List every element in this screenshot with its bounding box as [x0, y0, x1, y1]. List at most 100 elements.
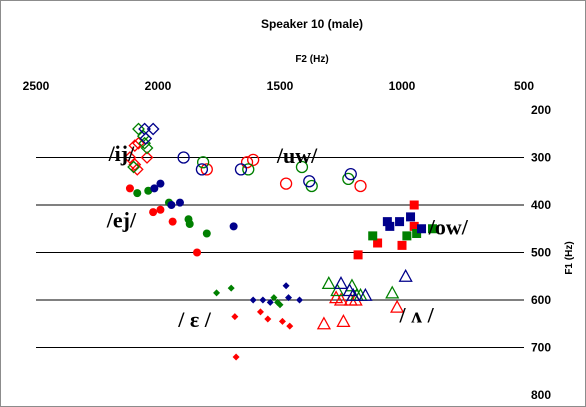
- blue-diamond-open-point: [139, 132, 153, 145]
- blue-square-filled-point: [417, 224, 427, 234]
- red-circle-filled-point: [125, 184, 134, 193]
- blue-triangle-open-point: [358, 287, 373, 301]
- red-triangle-open-point: [390, 299, 405, 313]
- x-tick-label: 1000: [389, 79, 416, 93]
- vowel-label: / ʌ /: [399, 302, 435, 327]
- blue-diamond-filled-point: [266, 298, 274, 306]
- x-axis-label: F2 (Hz): [295, 54, 328, 65]
- blue-circle-open-point: [234, 163, 248, 176]
- blue-triangle-open-point: [333, 276, 349, 290]
- green-triangle-open-point: [385, 285, 400, 299]
- blue-diamond-filled-point: [296, 296, 304, 304]
- blue-circle-open-point: [195, 163, 209, 176]
- blue-triangle-open-point: [398, 268, 413, 282]
- red-diamond-filled-point: [232, 353, 240, 361]
- y-tick-label: 800: [531, 388, 551, 402]
- x-tick-label: 2500: [23, 79, 50, 93]
- red-square-filled-point: [409, 200, 419, 210]
- blue-square-filled-point: [406, 212, 416, 222]
- blue-diamond-filled-point: [249, 296, 257, 304]
- green-diamond-filled-point: [213, 289, 221, 297]
- red-circle-filled-point: [149, 208, 158, 217]
- red-diamond-open-point: [123, 151, 137, 164]
- vowel-annotations: /ij/ /uw/ /ej/ /ow/ / ε / / ʌ /: [106, 141, 469, 332]
- gridlines: [36, 157, 524, 348]
- vowel-label: /ej/: [106, 207, 137, 232]
- blue-circle-filled-point: [150, 184, 159, 193]
- green-triangle-open-point: [321, 276, 336, 290]
- y-tick-label: 700: [531, 341, 551, 355]
- x-tick-labels: 2500 2000 1500 1000 500: [23, 79, 535, 93]
- y-tick-label: 500: [531, 246, 551, 260]
- green-diamond-filled-point: [227, 284, 235, 292]
- red-circle-open-point: [247, 153, 260, 167]
- blue-circle-open-point: [303, 175, 316, 188]
- red-diamond-open-point: [128, 158, 142, 172]
- blue-circle-filled-point: [229, 222, 238, 231]
- red-diamond-open-point: [140, 151, 154, 164]
- red-triangle-open-point: [336, 314, 351, 328]
- y-axis-label: F1 (Hz): [564, 241, 575, 274]
- red-square-filled-point: [397, 240, 407, 250]
- green-circle-filled-point: [144, 186, 153, 195]
- green-square-filled-point: [368, 231, 378, 241]
- green-square-filled-point: [412, 229, 422, 238]
- green-diamond-open-point: [140, 141, 154, 155]
- red-square-filled-point: [373, 238, 383, 248]
- green-circle-filled-point: [185, 220, 194, 228]
- x-tick-label: 500: [514, 79, 534, 93]
- green-diamond-filled-point: [270, 294, 278, 302]
- blue-diamond-filled-point: [285, 294, 293, 302]
- red-circle-open-point: [240, 156, 254, 169]
- red-circle-filled-point: [193, 248, 202, 257]
- red-diamond-filled-point: [278, 317, 286, 325]
- green-circle-filled-point: [133, 189, 142, 198]
- blue-square-filled-point: [385, 221, 395, 231]
- x-tick-label: 2000: [145, 79, 172, 93]
- red-square-filled-point: [409, 221, 419, 231]
- blue-square-filled-point: [382, 217, 392, 227]
- red-diamond-filled-point: [256, 308, 264, 316]
- red-circle-filled-point: [168, 217, 177, 226]
- y-tick-label: 300: [531, 151, 551, 165]
- blue-triangle-open-point: [346, 287, 361, 301]
- vowel-label: /ow/: [428, 214, 469, 239]
- red-square-filled-point: [353, 250, 363, 260]
- blue-circle-open-point: [344, 167, 357, 181]
- red-diamond-open-point: [128, 139, 142, 153]
- y-tick-labels: 200 300 400 500 600 700 800: [531, 103, 551, 402]
- green-square-filled-point: [428, 224, 437, 234]
- red-triangle-open-point: [316, 316, 332, 330]
- red-diamond-filled-point: [286, 322, 294, 330]
- red-circle-open-point: [200, 163, 213, 176]
- blue-circle-filled-point: [175, 198, 184, 207]
- y-tick-label: 600: [531, 293, 551, 307]
- chart-title: Speaker 10 (male): [261, 17, 363, 31]
- green-diamond-open-point: [127, 160, 141, 174]
- red-circle-open-point: [279, 177, 293, 190]
- blue-circle-filled-point: [167, 201, 176, 209]
- green-circle-open-point: [242, 163, 255, 176]
- red-diamond-open-point: [130, 162, 144, 176]
- vowel-label: /uw/: [276, 143, 318, 168]
- red-diamond-filled-point: [264, 315, 272, 323]
- x-tick-label: 1500: [267, 79, 294, 93]
- green-square-filled-point: [402, 231, 412, 241]
- vowel-label: / ε /: [177, 307, 212, 332]
- y-tick-label: 200: [531, 103, 551, 117]
- red-circle-filled-point: [156, 205, 165, 214]
- blue-circle-open-point: [177, 151, 190, 164]
- green-diamond-open-point: [132, 122, 145, 136]
- red-triangle-open-point: [333, 292, 349, 306]
- red-diamond-open-point: [132, 136, 145, 150]
- green-circle-open-point: [196, 156, 210, 169]
- green-triangle-open-point: [330, 283, 345, 297]
- red-circle-open-point: [354, 179, 367, 193]
- y-tick-label: 400: [531, 198, 551, 212]
- red-diamond-filled-point: [231, 313, 239, 321]
- blue-circle-filled-point: [156, 179, 165, 188]
- data-points: [123, 122, 437, 361]
- vowel-label: /ij/: [108, 141, 136, 166]
